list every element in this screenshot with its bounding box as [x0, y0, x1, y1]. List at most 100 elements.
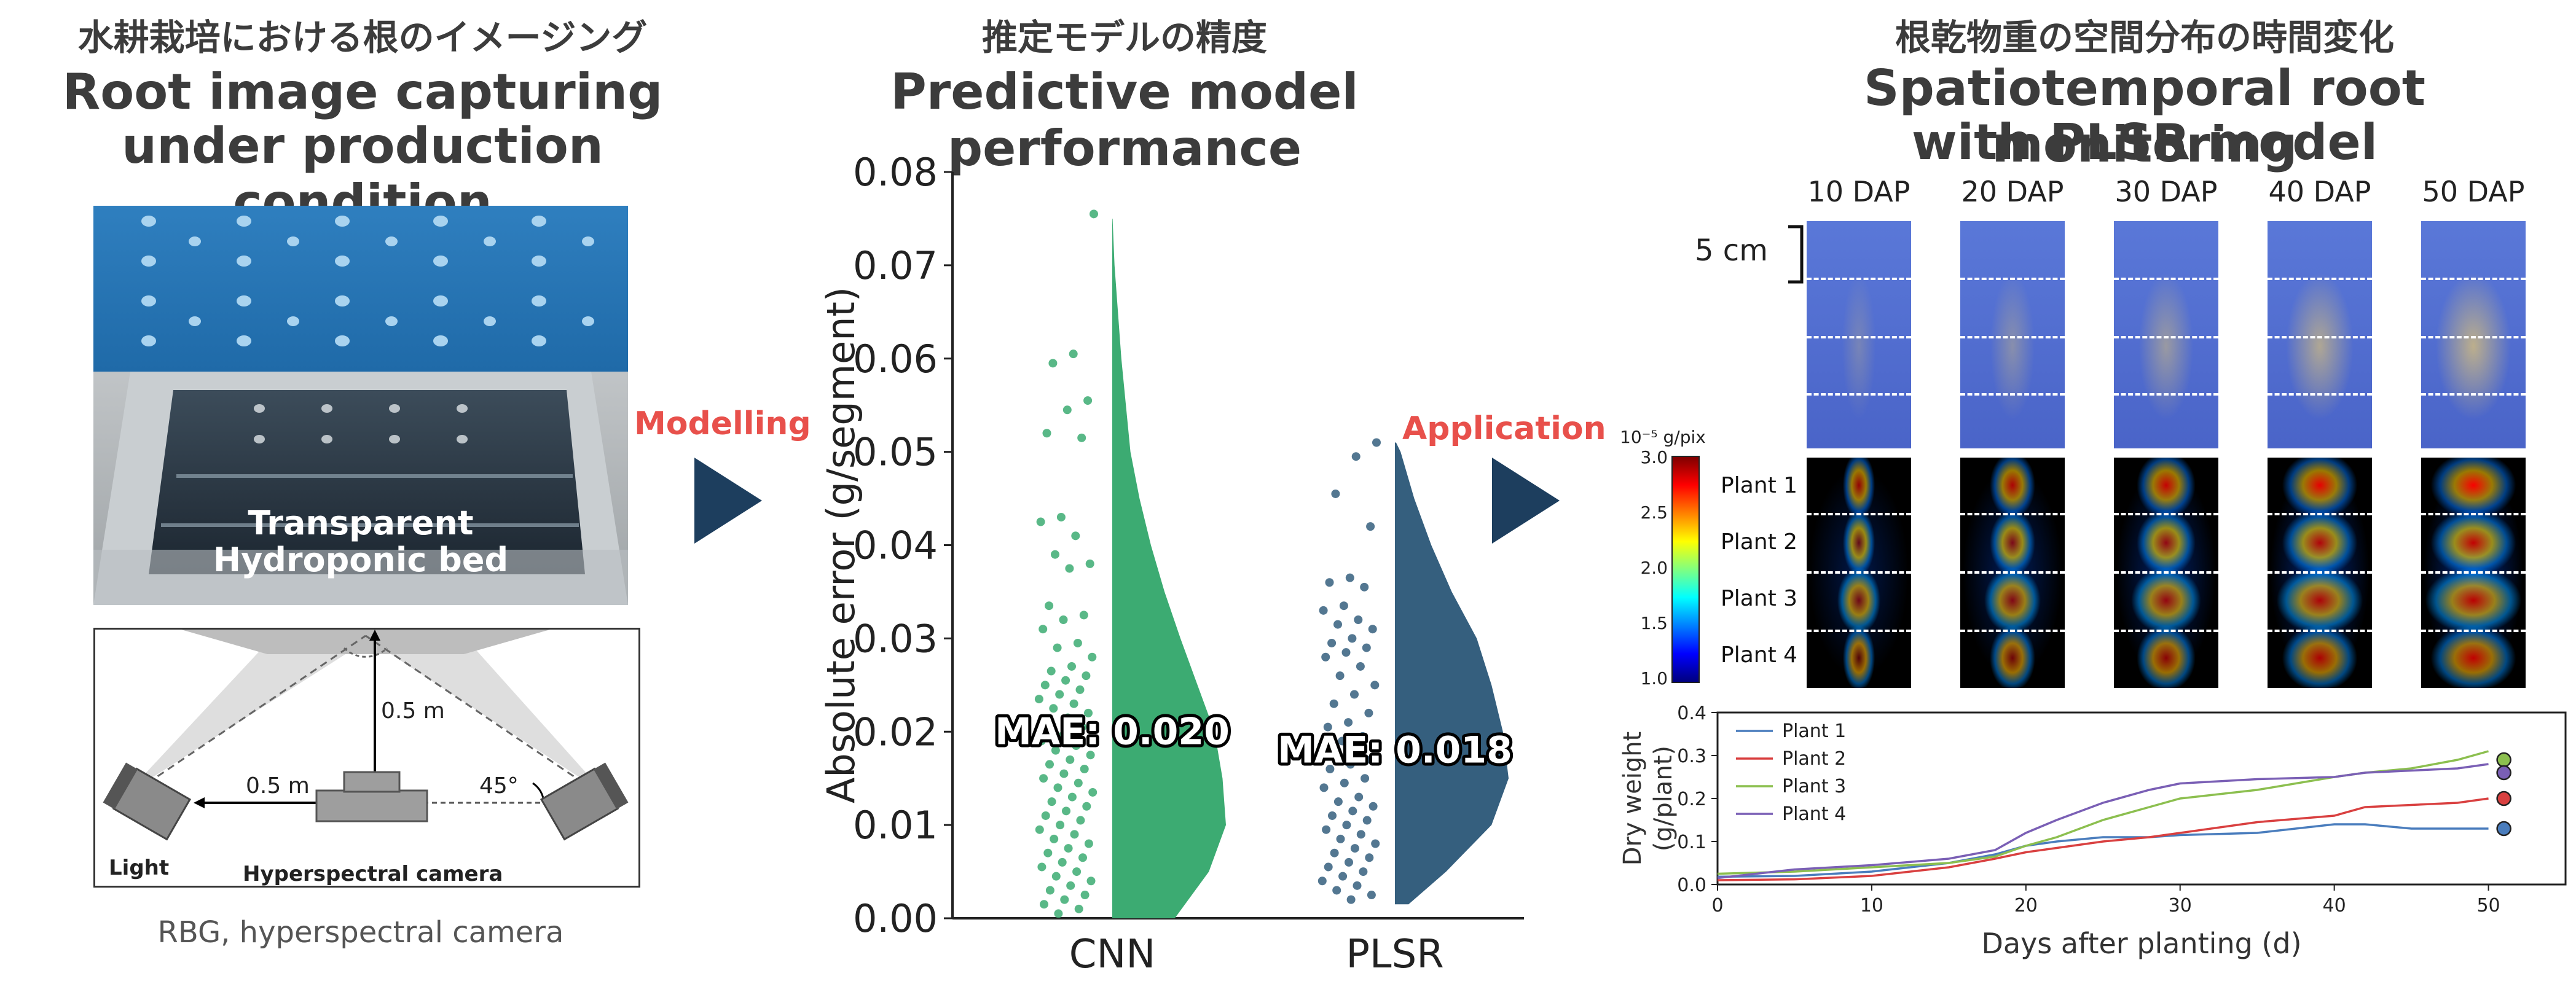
colorbar-tick-label: 1.0: [1640, 668, 1668, 689]
violin-plsr-point: [1346, 895, 1356, 904]
violin-cnn-point: [1061, 676, 1070, 685]
violin-cnn-point: [1056, 512, 1066, 521]
violin-plsr-point: [1330, 848, 1339, 857]
plant-label: Plant 3: [1721, 586, 1798, 611]
violin-cnn-point: [1058, 857, 1067, 867]
plant-label: Plant 4: [1721, 642, 1798, 668]
violin-cnn-point: [1045, 760, 1054, 769]
violin-cnn-density: [1112, 218, 1226, 918]
violin-cnn-point: [1054, 909, 1063, 918]
violin-cnn-point: [1055, 690, 1064, 699]
photo-label-line2: Hydroponic bed: [213, 541, 509, 579]
violin-cnn-point: [1073, 638, 1082, 647]
violin-plsr-density: [1395, 442, 1509, 905]
violin-plsr-point: [1370, 681, 1380, 690]
violin-cnn-point: [1076, 816, 1085, 825]
vertical-distance-label: 0.5 m: [381, 698, 445, 724]
line-endpoint-marker: [2496, 765, 2511, 781]
plant-divider: [2114, 336, 2218, 338]
violin-plsr-point: [1366, 522, 1375, 531]
violin-cnn-point: [1077, 433, 1086, 442]
violin-ytick-label: 0.03: [853, 616, 938, 661]
violin-mae-annotation: MAE: 0.018: [1278, 729, 1512, 772]
hydroponic-bed-illustration: [93, 206, 628, 605]
violin-cnn-point: [1057, 732, 1066, 741]
line-ytick-label: 0.2: [1677, 789, 1706, 810]
root-weight-heatmap: [2114, 458, 2218, 688]
root-weight-heatmap: [2268, 458, 2372, 688]
violin-plsr-point: [1365, 853, 1374, 862]
line-series-2: [1717, 797, 2489, 881]
imaging-setup-diagram: 0.5 m 0.5 m 45° Light Hyperspectral came…: [93, 628, 640, 888]
violin-plsr-point: [1348, 806, 1357, 816]
scale-label: 5 cm: [1695, 233, 1768, 268]
violin-ytick-label: 0.05: [853, 430, 938, 475]
violin-plsr-point: [1352, 746, 1361, 755]
modelling-arrow-icon: [694, 458, 762, 544]
plant-divider: [2268, 571, 2372, 574]
root-weight-heatmap: [2421, 458, 2526, 688]
violin-plsr-point: [1358, 732, 1367, 741]
violin-cnn-point: [1049, 704, 1058, 713]
plant-divider: [1807, 630, 1911, 632]
violin-cnn-point: [1045, 601, 1054, 611]
camera-label: Hyperspectral camera: [243, 862, 503, 886]
violin-cnn-point: [1062, 806, 1070, 816]
violin-cnn-point: [1034, 695, 1043, 704]
violin-plsr-point: [1362, 816, 1372, 825]
photo-label-line1: Transparent: [248, 504, 474, 542]
violin-plsr-point: [1354, 792, 1364, 802]
violin-plsr-point: [1350, 844, 1359, 853]
violin-cnn-point: [1083, 396, 1093, 405]
line-xtick-label: 50: [2476, 895, 2500, 916]
plant-divider: [2421, 393, 2526, 396]
violin-plsr-point: [1329, 699, 1338, 708]
violin-plsr-point: [1346, 760, 1355, 769]
imaging-setup-drawing: [103, 630, 629, 841]
dap-label: 30 DAP: [2115, 175, 2218, 208]
violin-cnn-point: [1088, 652, 1097, 662]
colorbar-unit: 10⁻⁵ g/pix: [1620, 427, 1706, 447]
violin-plsr-point: [1341, 648, 1351, 657]
plant-divider: [1960, 513, 2065, 515]
violin-cnn-point: [1086, 751, 1095, 760]
violin-plsr-point: [1359, 867, 1368, 877]
violin-ytick-label: 0.07: [853, 243, 938, 288]
violin-cnn-point: [1090, 209, 1098, 219]
plant-label: Plant 1: [1721, 473, 1798, 498]
board-holes: [141, 216, 594, 346]
violin-plsr-point: [1327, 638, 1337, 647]
violin-plsr-point: [1325, 765, 1335, 773]
violin-cnn-point: [1082, 671, 1091, 681]
line-endpoint-marker: [2496, 791, 2511, 806]
violin-ytick-label: 0.00: [853, 896, 938, 941]
application-label: Application: [1402, 410, 1606, 447]
plant-divider: [2114, 278, 2218, 280]
violin-cnn-point: [1059, 615, 1068, 624]
violin-plsr-point: [1338, 872, 1348, 881]
violin-plsr-point: [1367, 891, 1376, 900]
scale-bracket: [1788, 225, 1804, 284]
plant-divider: [2268, 513, 2372, 515]
right-title-jp: 根乾物重の空間分布の時間変化: [1895, 17, 2394, 58]
violin-plsr-point: [1351, 452, 1361, 461]
violin-plsr-point: [1350, 690, 1359, 699]
violin-cnn-point: [1078, 853, 1087, 862]
line-xtick-label: 0: [1711, 895, 1723, 916]
violin-cnn-point: [1067, 792, 1077, 802]
violin-plsr-point: [1324, 862, 1333, 872]
violin-cnn-point: [1043, 718, 1052, 727]
violin-cnn-point: [1046, 666, 1056, 676]
violin-cnn-point: [1080, 765, 1089, 773]
plant-divider: [1960, 278, 2065, 280]
violin-cnn-point: [1042, 429, 1051, 438]
middle-title-en: Predictive model performance: [890, 63, 1359, 177]
violin-ytick-label: 0.06: [853, 337, 938, 381]
line-xtick-label: 20: [2014, 895, 2038, 916]
line-endpoint-marker: [2496, 752, 2511, 768]
violin-cnn-point: [1074, 778, 1083, 787]
violin-cnn-point: [1041, 811, 1050, 820]
violin-plsr-point: [1353, 881, 1362, 890]
rgb-root-image: [1960, 221, 2065, 448]
plant-divider: [2268, 336, 2372, 338]
